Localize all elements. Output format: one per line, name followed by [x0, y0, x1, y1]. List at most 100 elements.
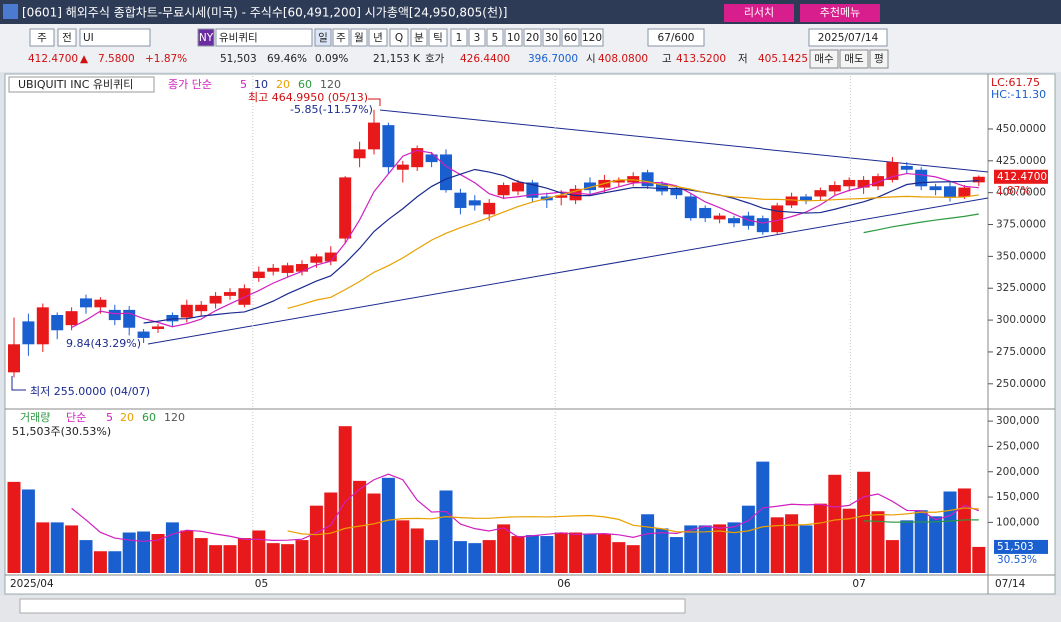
- volume-bar: [929, 516, 943, 573]
- legend-period: 120: [164, 411, 185, 424]
- order-button[interactable]: [809, 49, 839, 69]
- toolbar-label[interactable]: 30: [545, 32, 558, 44]
- order-label[interactable]: 매수: [814, 53, 834, 65]
- toolbar-field[interactable]: [523, 28, 542, 47]
- research-button[interactable]: [724, 4, 794, 22]
- y-tick-label: 325.0000: [996, 282, 1046, 294]
- volume-bar: [468, 543, 482, 573]
- candle-body: [843, 179, 856, 187]
- y-tick-label: 250.0000: [996, 378, 1046, 390]
- toolbar-label[interactable]: 유비퀴티: [219, 32, 258, 44]
- toolbar-label[interactable]: 주: [37, 32, 47, 44]
- order-button[interactable]: [839, 49, 869, 69]
- toolbar-field[interactable]: [350, 28, 368, 47]
- candle-body: [65, 311, 78, 326]
- recommend-label[interactable]: 추천메뉴: [820, 5, 860, 19]
- research-label[interactable]: 리서치: [744, 6, 774, 19]
- toolbar-label[interactable]: 10: [507, 32, 520, 44]
- volume-bar: [799, 525, 813, 573]
- order-label[interactable]: 평: [874, 53, 884, 65]
- y-tick-label: 375.0000: [996, 219, 1046, 231]
- toolbar-field[interactable]: [79, 28, 151, 47]
- toolbar-label[interactable]: Q: [395, 32, 403, 44]
- toolbar-field[interactable]: [410, 28, 428, 47]
- candle-body: [252, 271, 265, 279]
- toolbar-field[interactable]: [428, 28, 448, 47]
- toolbar-field[interactable]: [314, 28, 332, 47]
- volume-bar: [554, 532, 568, 573]
- toolbar-field[interactable]: [468, 28, 486, 47]
- price-tag: [994, 169, 1048, 184]
- toolbar-field[interactable]: [57, 28, 77, 47]
- toolbar-field[interactable]: [542, 28, 561, 47]
- candle-body: [368, 122, 380, 150]
- toolbar-label[interactable]: 일: [318, 31, 328, 44]
- toolbar-field[interactable]: [368, 28, 388, 47]
- toolbar-label[interactable]: NY: [199, 32, 214, 44]
- candle-body: [209, 295, 222, 304]
- toolbar-label[interactable]: 주: [336, 32, 346, 44]
- volume-bar: [439, 490, 453, 573]
- candle-body: [872, 176, 884, 187]
- volume-bar: [957, 488, 971, 573]
- toolbar-field[interactable]: [504, 28, 523, 47]
- toolbar-label[interactable]: 1: [456, 32, 463, 44]
- chart-title: UBIQUITI INC 유비퀴티: [18, 78, 133, 91]
- legend-period: 120: [320, 78, 341, 91]
- toolbar-label[interactable]: 2025/07/14: [818, 32, 879, 44]
- toolbar-field[interactable]: [332, 28, 350, 47]
- toolbar-label[interactable]: 틱: [433, 32, 443, 44]
- toolbar-field[interactable]: [215, 28, 313, 47]
- toolbar-field[interactable]: [389, 28, 409, 47]
- y-tick-label: 400.0000: [996, 187, 1046, 199]
- volume-bar: [223, 545, 237, 573]
- volume-bar: [122, 532, 136, 573]
- volume-bar: [785, 514, 799, 573]
- order-label[interactable]: 매도: [844, 53, 864, 65]
- candle-body: [22, 321, 35, 345]
- candle-body: [123, 309, 136, 328]
- order-button[interactable]: [869, 49, 889, 69]
- toolbar-field[interactable]: [580, 28, 604, 47]
- toolbar-field[interactable]: [561, 28, 580, 47]
- toolbar-field[interactable]: [647, 28, 705, 47]
- quote-value: 저: [738, 53, 748, 65]
- toolbar-label[interactable]: 5: [492, 32, 499, 44]
- toolbar-label[interactable]: 20: [526, 32, 539, 44]
- candle-body: [857, 179, 870, 188]
- quote-value: 7.5800: [98, 53, 135, 65]
- legend-period: 60: [298, 78, 312, 91]
- toolbar-label[interactable]: 전: [62, 32, 72, 44]
- quote-value: 51,503: [220, 53, 257, 65]
- candle-body: [584, 182, 596, 191]
- toolbar-field[interactable]: [197, 28, 215, 47]
- volume-bar: [569, 532, 583, 573]
- volume-bar: [540, 536, 554, 573]
- volume-title: 거래량: [20, 411, 50, 424]
- candle-body: [929, 186, 942, 191]
- volume-bar: [453, 541, 467, 573]
- toolbar-label[interactable]: UI: [83, 32, 94, 44]
- scroll-track[interactable]: [19, 598, 686, 614]
- toolbar-label[interactable]: 67/600: [658, 32, 695, 44]
- toolbar-field[interactable]: [29, 28, 55, 47]
- volume-bar: [7, 481, 21, 573]
- app-icon: [3, 4, 18, 19]
- toolbar-label[interactable]: 3: [474, 32, 481, 44]
- toolbar-field[interactable]: [486, 28, 504, 47]
- volume-bar: [21, 489, 35, 573]
- toolbar-label[interactable]: 60: [564, 32, 577, 44]
- volume-bar: [281, 544, 295, 573]
- toolbar-label[interactable]: 분: [414, 32, 424, 44]
- candle-body: [497, 185, 510, 196]
- recommend-button[interactable]: [800, 4, 880, 22]
- candle-body: [944, 186, 956, 198]
- toolbar-field[interactable]: [808, 28, 888, 47]
- volume-bar: [511, 536, 525, 573]
- toolbar-label[interactable]: 년: [373, 32, 383, 44]
- toolbar-label[interactable]: 월: [354, 32, 364, 44]
- toolbar-label[interactable]: 120: [582, 32, 602, 44]
- toolbar-field[interactable]: [450, 28, 468, 47]
